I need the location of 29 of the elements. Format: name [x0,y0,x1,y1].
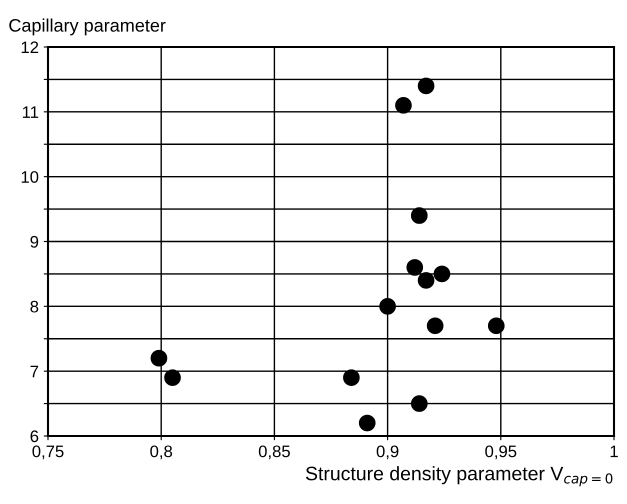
point [434,266,450,282]
x-tick-label: 0,75 [32,445,64,460]
point [379,298,396,315]
point [358,414,376,432]
x-tick-label: 1 [610,446,618,458]
point [410,395,428,412]
y-tick-label: 10 [22,171,38,183]
y-tick-label: 9 [30,236,38,248]
y-tick-label: 12 [22,41,38,54]
point [406,259,424,276]
y-tick-label: 8 [30,300,38,313]
y-tick-label: 6 [30,430,38,442]
x-tick-label: 0,85 [258,445,290,460]
x-tick-label: 0,9 [376,445,398,460]
point [150,350,168,367]
point [418,272,434,289]
point [164,369,181,386]
y-axis-title: Capillary parameter [9,18,166,36]
point [410,207,428,224]
point [395,97,412,114]
point [488,317,505,334]
y-tick-label: 7 [30,366,38,378]
x-axis-title: Structure density parameter V$_{cap=0}$ [306,466,612,486]
x-tick-label: 0,95 [485,445,516,460]
y-tick-label: 11 [22,106,38,118]
point [426,317,444,334]
point [418,78,434,94]
point [343,369,360,386]
x-tick-label: 0,8 [150,445,172,460]
